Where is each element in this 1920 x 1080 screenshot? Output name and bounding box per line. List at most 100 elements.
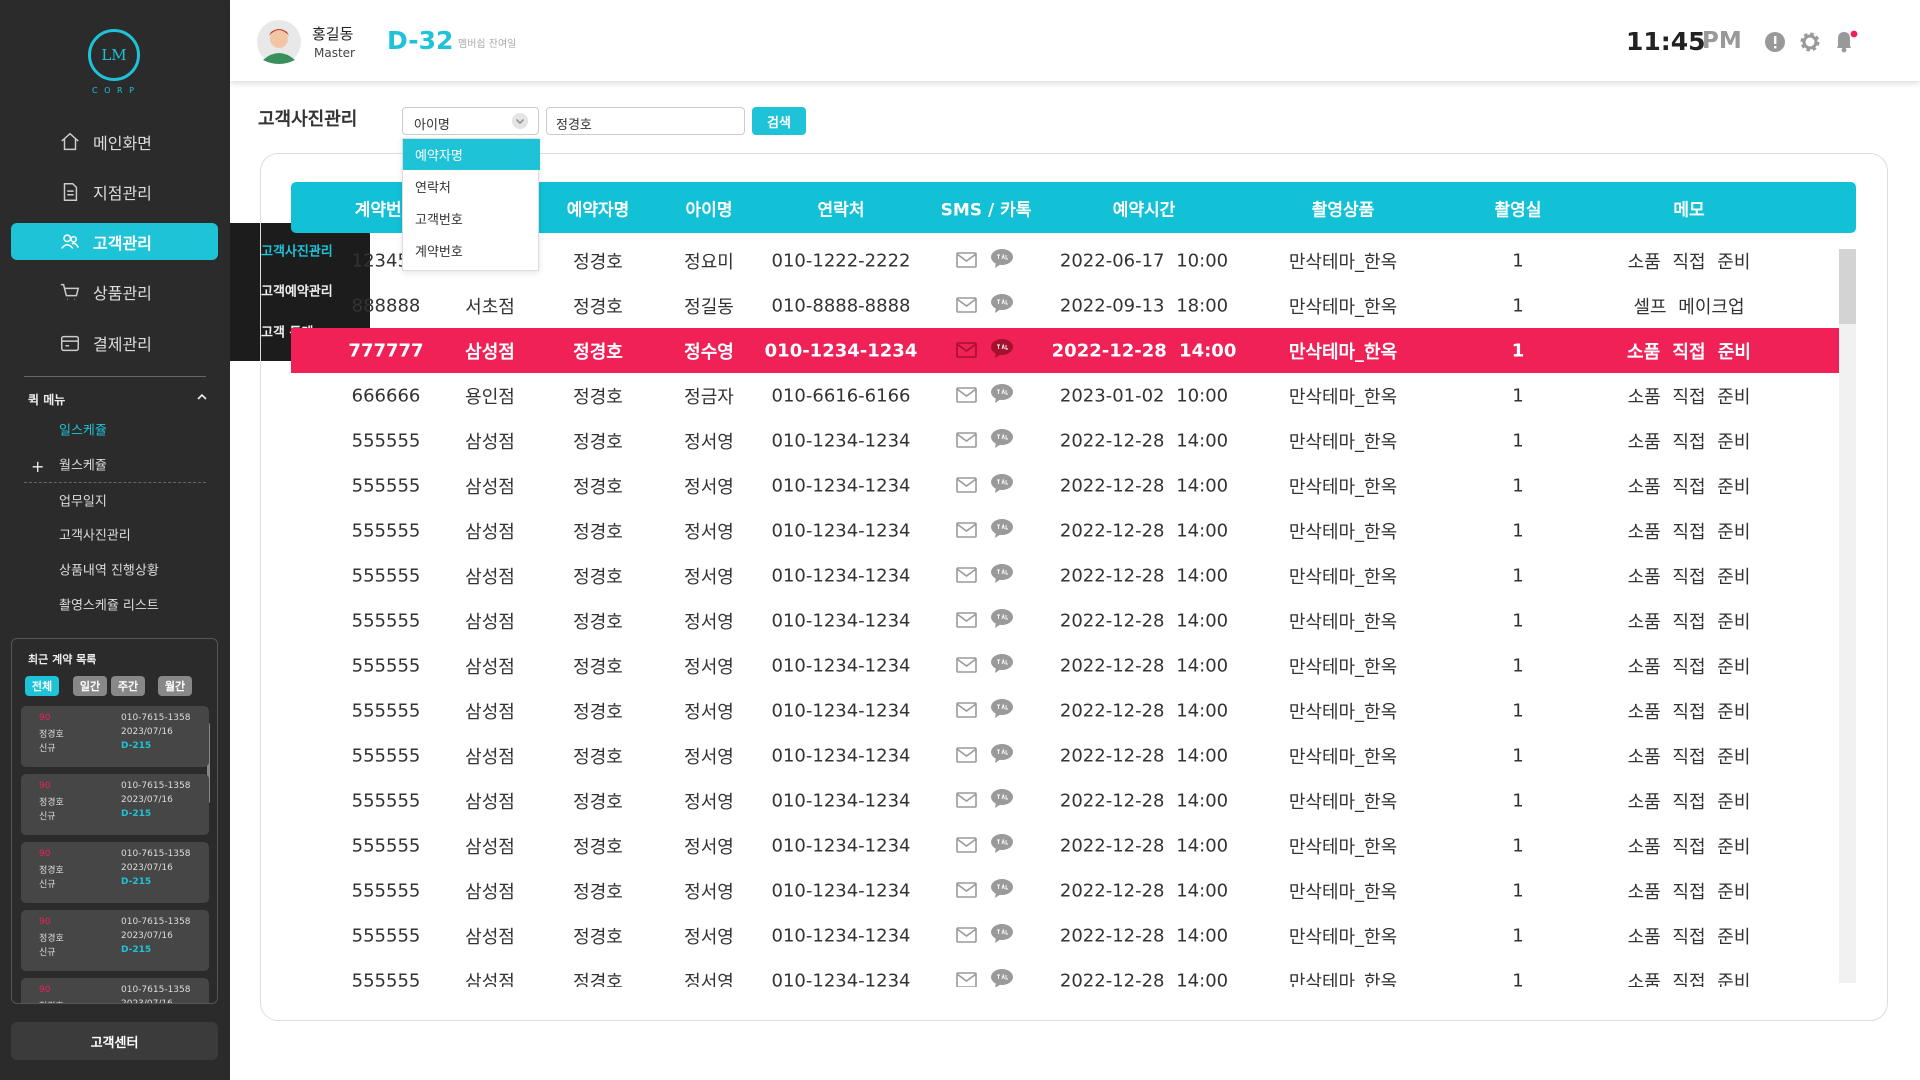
table-cell: 010-8888-8888	[771, 295, 911, 316]
quick-menu-item[interactable]: 일스케쥴	[59, 423, 107, 439]
table-row[interactable]: 555555 삼성점 정경호 정서영 010-1234-1234 2022-12-28 1…	[291, 733, 1839, 778]
filter-option[interactable]: 계약번호	[415, 245, 463, 260]
sms-icon[interactable]	[956, 521, 978, 539]
table-row[interactable]: 888888 서초점 정경호 정길동 010-8888-8888 2022-09-13 1…	[291, 283, 1839, 328]
icon-part	[956, 658, 977, 667]
sms-icon[interactable]	[956, 251, 978, 269]
search-button[interactable]: 검색	[752, 107, 806, 135]
table-row[interactable]: 555555 삼성점 정경호 정서영 010-1234-1234 2022-12-28 1…	[291, 643, 1839, 688]
icon-part	[995, 442, 1001, 448]
sms-icon[interactable]	[956, 836, 978, 854]
alert-icon[interactable]	[1764, 31, 1786, 53]
table-cell: 010-1234-1234	[771, 835, 911, 856]
filter-tab[interactable]: 주간	[111, 676, 145, 696]
kakao-icon[interactable]	[990, 608, 1014, 630]
table-row[interactable]: 666666 용인점 정경호 정금자 010-6616-6166 2023-01-02 1…	[291, 373, 1839, 418]
table-row[interactable]: 555555 삼성점 정경호 정서영 010-1234-1234 2022-12-28 1…	[291, 778, 1839, 823]
sms-icon[interactable]	[956, 791, 978, 809]
sms-icon[interactable]	[956, 701, 978, 719]
search-input[interactable]: 정경호	[546, 107, 745, 135]
notification-icon[interactable]	[1832, 28, 1860, 54]
table-cell: 삼성점	[465, 341, 515, 363]
collapse-icon[interactable]	[196, 392, 208, 402]
sidebar: LM C O R P 메인화면 지점관리 고객관리 상품관리 결제관리 퀵 메뉴 + 일…	[0, 0, 230, 1080]
table-row[interactable]: 555555 삼성점 정경호 정서영 010-1234-1234 2022-12-28 1…	[291, 913, 1839, 958]
filter-tab[interactable]: 일간	[73, 676, 107, 696]
kakao-icon[interactable]	[990, 788, 1014, 810]
sms-icon[interactable]	[956, 566, 978, 584]
table-row[interactable]: 555555 삼성점 정경호 정서영 010-1234-1234 2022-12-28 1…	[291, 418, 1839, 463]
table-cell: 만삭테마_한옥	[1288, 386, 1398, 408]
sms-icon[interactable]	[956, 386, 978, 404]
kakao-icon[interactable]	[990, 743, 1014, 765]
table-row[interactable]: 555555 삼성점 정경호 정서영 010-1234-1234 2022-12-28 1…	[291, 868, 1839, 913]
quick-menu-item[interactable]: 고객사진관리	[59, 528, 131, 544]
filter-tab[interactable]: 월간	[158, 676, 192, 696]
table-row[interactable]: 555555 삼성점 정경호 정서영 010-1234-1234 2022-12-28 1…	[291, 508, 1839, 553]
kakao-icon[interactable]	[990, 293, 1014, 315]
filter-option[interactable]: 고객번호	[415, 213, 463, 228]
kakao-icon[interactable]	[990, 653, 1014, 675]
table-row[interactable]: 555555 삼성점 정경호 정서영 010-1234-1234 2022-12-28 1…	[291, 463, 1839, 508]
icon-part	[997, 613, 1008, 620]
icon-part	[269, 29, 289, 36]
sms-icon[interactable]	[956, 341, 978, 359]
filter-select[interactable]: 아이명	[402, 107, 539, 135]
sms-icon[interactable]	[956, 656, 978, 674]
table-row[interactable]: 555555 삼성점 정경호 정서영 010-1234-1234 2022-12-28 1…	[291, 958, 1839, 987]
table-row[interactable]: 555555 삼성점 정경호 정서영 010-1234-1234 2022-12-28 1…	[291, 598, 1839, 643]
quick-menu-item[interactable]: 촬영스케쥴 리스트	[59, 598, 159, 614]
menu-item[interactable]: 메인화면	[11, 123, 218, 160]
support-button[interactable]: 고객센터	[11, 1022, 218, 1060]
kakao-icon[interactable]	[990, 563, 1014, 585]
table-row[interactable]: 555555 삼성점 정경호 정서영 010-1234-1234 2022-12-28 1…	[291, 823, 1839, 868]
icon-part	[61, 132, 79, 151]
menu-item[interactable]: 고객관리	[11, 223, 218, 260]
sms-icon[interactable]	[956, 881, 978, 899]
kakao-icon[interactable]	[990, 518, 1014, 540]
table-row[interactable]: 555555 삼성점 정경호 정서영 010-1234-1234 2022-12-28 1…	[291, 553, 1839, 598]
kakao-icon[interactable]	[990, 248, 1014, 270]
table-cell: 만삭테마_한옥	[1288, 521, 1398, 543]
menu-item[interactable]: 지점관리	[11, 173, 218, 210]
menu-item[interactable]: 상품관리	[11, 273, 218, 310]
add-icon[interactable]: +	[31, 457, 45, 476]
submenu-item[interactable]: 고객예약관리	[261, 284, 333, 300]
sms-icon[interactable]	[956, 476, 978, 494]
filter-option[interactable]: 예약자명	[403, 139, 540, 170]
menu-item[interactable]: 결제관리	[11, 324, 218, 361]
sms-icon[interactable]	[956, 296, 978, 314]
kakao-icon[interactable]	[990, 968, 1014, 987]
filter-tab[interactable]: 전체	[25, 676, 59, 696]
sms-icon[interactable]	[956, 611, 978, 629]
kakao-icon[interactable]	[990, 833, 1014, 855]
sms-icon[interactable]	[956, 971, 978, 987]
sms-icon[interactable]	[956, 431, 978, 449]
table-row[interactable]: 555555 삼성점 정경호 정서영 010-1234-1234 2022-12-28 1…	[291, 688, 1839, 733]
quick-menu-item[interactable]: 월스케쥴	[59, 458, 107, 474]
settings-icon[interactable]	[1799, 31, 1821, 53]
table-cell: 정경호	[573, 611, 623, 633]
scrollbar-thumb[interactable]	[1839, 249, 1856, 324]
icon-part	[61, 335, 79, 352]
kakao-icon[interactable]	[990, 428, 1014, 450]
kakao-icon[interactable]	[990, 923, 1014, 945]
filter-option[interactable]: 연락처	[415, 181, 451, 196]
submenu-item[interactable]: 고객사진관리	[261, 244, 333, 260]
table-cell: 정경호	[573, 746, 623, 768]
quick-menu-item[interactable]: 업무일지	[59, 494, 107, 510]
kakao-icon[interactable]	[990, 383, 1014, 405]
kakao-icon[interactable]	[990, 338, 1014, 360]
kakao-icon[interactable]	[990, 878, 1014, 900]
sms-icon[interactable]	[956, 926, 978, 944]
sms-icon[interactable]	[956, 746, 978, 764]
kakao-icon[interactable]	[990, 473, 1014, 495]
table-row[interactable]: 777777 삼성점 정경호 정수영 010-1234-1234 2022-12-28 1…	[291, 328, 1839, 373]
quick-menu-item[interactable]: 상품내역 진행상황	[59, 563, 159, 579]
kakao-icon[interactable]	[990, 698, 1014, 720]
